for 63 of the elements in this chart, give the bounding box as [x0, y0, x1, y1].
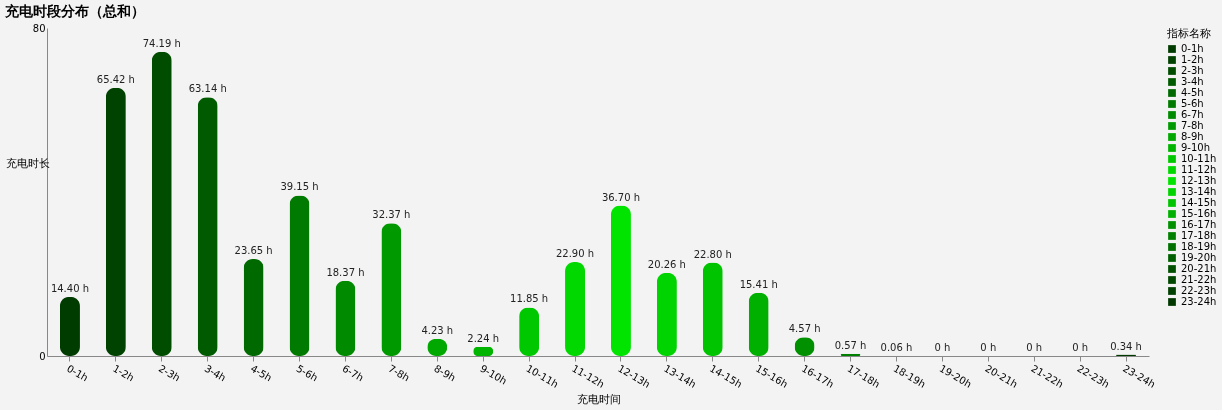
data-label: 32.37 h — [372, 209, 411, 221]
data-label: 4.23 h — [421, 324, 454, 336]
data-label: 14.40 h — [50, 282, 90, 294]
legend-label: 6-7h — [1181, 109, 1204, 120]
data-label: 63.14 h — [188, 83, 227, 95]
data-label: 0.06 h — [880, 341, 913, 353]
data-label: 11.85 h — [510, 293, 549, 305]
legend-label: 16-17h — [1181, 219, 1217, 230]
data-label: 15.41 h — [739, 278, 778, 290]
x-tick-label: 5-6h — [294, 362, 320, 384]
data-label: 0.57 h — [834, 339, 867, 351]
data-label: 74.19 h — [142, 37, 181, 49]
x-tick-label: 4-5h — [248, 362, 274, 384]
legend-label: 3-4h — [1181, 76, 1204, 87]
y-tick-label: 0 — [39, 350, 46, 362]
legend-label: 5-6h — [1181, 98, 1204, 109]
data-label: 20.26 h — [647, 258, 686, 270]
legend-label: 12-13h — [1181, 175, 1217, 186]
legend-label: 22-23h — [1181, 285, 1217, 296]
legend-label: 20-21h — [1181, 263, 1217, 274]
legend-label: 14-15h — [1181, 197, 1217, 208]
data-label: 36.70 h — [601, 191, 641, 203]
x-axis-title: 充电时间 — [576, 392, 621, 406]
legend-label: 13-14h — [1181, 186, 1217, 197]
data-label: 39.15 h — [280, 181, 319, 193]
data-label: 0 h — [934, 342, 951, 353]
legend-label: 15-16h — [1181, 208, 1217, 219]
legend-label: 17-18h — [1181, 230, 1217, 241]
legend-label: 23-24h — [1181, 296, 1217, 307]
legend-label: 7-8h — [1181, 120, 1204, 131]
x-tick-label: 2-3h — [156, 362, 182, 384]
legend-label: 10-11h — [1181, 153, 1217, 164]
data-label: 0 h — [1072, 342, 1089, 353]
data-label: 22.90 h — [555, 248, 595, 260]
legend-title: 指标名称 — [1166, 27, 1211, 40]
data-label: 0.34 h — [1110, 340, 1142, 352]
data-label: 18.37 h — [326, 266, 365, 278]
data-label: 4.57 h — [788, 323, 821, 335]
legend-label: 18-19h — [1181, 241, 1217, 252]
legend-label: 11-12h — [1181, 164, 1217, 175]
data-label: 0 h — [1026, 342, 1043, 353]
legend-label: 2-3h — [1181, 65, 1204, 76]
legend-label: 1-2h — [1181, 54, 1204, 65]
x-tick-label: 7-8h — [386, 362, 412, 384]
x-tick-label: 6-7h — [340, 362, 366, 384]
data-label: 0 h — [980, 342, 997, 353]
x-tick-label: 3-4h — [202, 362, 228, 384]
data-label: 65.42 h — [96, 73, 135, 85]
data-label: 22.80 h — [693, 248, 732, 260]
chart-title: 充电时段分布（总和） — [4, 3, 145, 19]
legend-label: 19-20h — [1181, 252, 1217, 263]
x-tick-label: 8-9h — [432, 362, 458, 384]
y-axis-title: 充电时长 — [5, 156, 50, 170]
legend-label: 4-5h — [1181, 87, 1204, 98]
y-tick-label: 80 — [32, 22, 46, 34]
legend-label: 9-10h — [1181, 142, 1211, 153]
x-tick-label: 1-2h — [110, 362, 137, 384]
x-tick-label: 0-1h — [64, 362, 91, 384]
data-label: 23.65 h — [234, 245, 273, 257]
legend-label: 21-22h — [1181, 274, 1217, 285]
legend-label: 0-1h — [1181, 43, 1204, 54]
legend-label: 8-9h — [1181, 131, 1204, 142]
data-label: 2.24 h — [467, 332, 500, 344]
